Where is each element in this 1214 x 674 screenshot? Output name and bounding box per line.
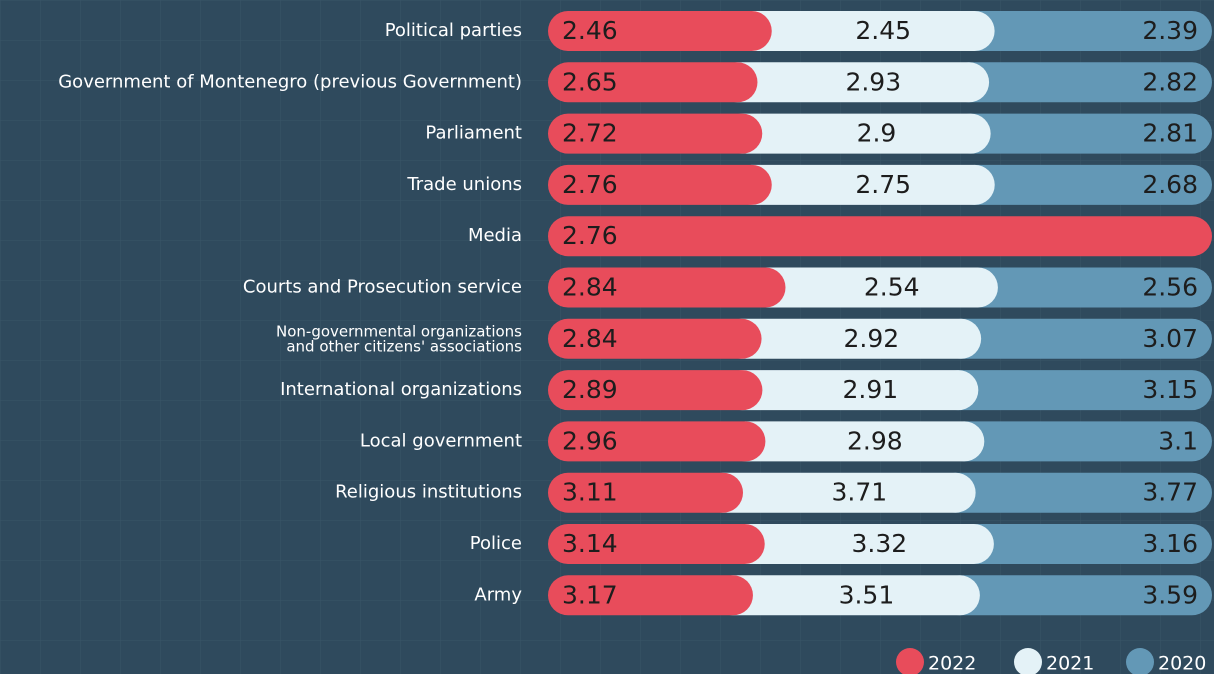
legend-swatch	[896, 648, 924, 674]
category-label: Army	[474, 584, 522, 605]
value-label: 2.84	[562, 324, 618, 353]
bar-segment	[939, 575, 1212, 616]
value-label: 2.96	[562, 426, 618, 455]
bar-segment	[548, 421, 766, 462]
category-label: Parliament	[425, 123, 522, 144]
bar-segment	[548, 164, 772, 205]
category-label: International organizations	[280, 379, 522, 400]
value-label: 2.76	[562, 221, 618, 250]
value-label: 2.72	[562, 119, 618, 148]
bar-segment	[957, 267, 1212, 308]
bar-segment	[712, 575, 980, 616]
bar-segment	[717, 62, 990, 103]
value-label: 2.81	[1142, 119, 1198, 148]
bar-segment	[548, 318, 762, 359]
bar-segment	[548, 113, 763, 154]
value-label: 2.45	[855, 16, 911, 45]
bar-segment	[935, 472, 1212, 513]
bar-segment	[941, 318, 1212, 359]
value-label: 2.56	[1142, 273, 1198, 302]
category-label: Courts and Prosecution service	[243, 277, 522, 298]
value-label: 2.98	[847, 426, 903, 455]
bar-segment	[953, 524, 1212, 564]
category-label: Media	[468, 225, 522, 246]
value-label: 2.93	[845, 67, 901, 96]
bar-segment	[950, 113, 1212, 154]
category-label: Political parties	[385, 20, 522, 41]
value-label: 2.75	[855, 170, 911, 199]
value-label: 3.1	[1158, 426, 1198, 455]
value-label: 2.91	[843, 375, 899, 404]
category-label: Government of Montenegro (previous Gover…	[58, 71, 522, 92]
value-label: 3.77	[1142, 478, 1198, 507]
value-label: 2.76	[562, 170, 618, 199]
legend-label: 2020	[1158, 653, 1206, 674]
value-label: 2.68	[1142, 170, 1198, 199]
bar-segment	[548, 216, 1212, 257]
category-label: Trade unions	[406, 174, 522, 195]
value-label: 3.07	[1142, 324, 1198, 353]
bar-segment	[731, 11, 995, 51]
bar-segment	[724, 524, 994, 564]
legend-swatch	[1014, 648, 1042, 674]
category-label: Non-governmental organizations and other …	[276, 322, 522, 355]
value-label: 2.89	[562, 375, 618, 404]
legend-swatch	[1126, 648, 1154, 674]
value-label: 2.54	[864, 273, 920, 302]
bar-segment	[548, 524, 765, 564]
value-label: 2.84	[562, 273, 618, 302]
category-label: Religious institutions	[335, 482, 522, 503]
value-label: 2.82	[1142, 67, 1198, 96]
bar-segment	[944, 421, 1212, 462]
bar-segment	[949, 62, 1212, 103]
value-label: 3.14	[562, 529, 618, 558]
value-label: 3.11	[562, 478, 618, 507]
value-label: 2.46	[562, 16, 618, 45]
bar-segment	[548, 472, 743, 513]
bar-segment	[722, 370, 979, 411]
value-label: 2.92	[844, 324, 900, 353]
bar-segment	[954, 164, 1212, 205]
value-label: 3.16	[1142, 529, 1198, 558]
bar-segment	[731, 164, 995, 205]
value-label: 3.59	[1142, 580, 1198, 609]
bar-segment	[548, 267, 786, 308]
bar-segment	[954, 11, 1212, 51]
bar-segment	[745, 267, 998, 308]
legend-label: 2022	[928, 653, 976, 674]
bar-segment	[548, 11, 772, 51]
bar-segment	[548, 575, 753, 616]
legend-label: 2021	[1046, 653, 1094, 674]
bar-segment	[938, 370, 1212, 411]
value-label: 3.17	[562, 580, 618, 609]
value-label: 3.51	[839, 580, 895, 609]
category-label: Local government	[360, 430, 522, 451]
value-label: 2.65	[562, 67, 618, 96]
bar-segment	[722, 113, 991, 154]
bar-segment	[548, 370, 763, 411]
value-label: 3.32	[851, 529, 907, 558]
bar-segment	[721, 318, 982, 359]
value-label: 2.39	[1142, 16, 1198, 45]
category-label: Police	[470, 533, 522, 554]
bar-segment	[702, 472, 976, 513]
value-label: 2.9	[857, 119, 897, 148]
value-label: 3.71	[831, 478, 887, 507]
bar-segment	[548, 62, 758, 103]
value-label: 3.15	[1142, 375, 1198, 404]
bar-segment	[725, 421, 985, 462]
